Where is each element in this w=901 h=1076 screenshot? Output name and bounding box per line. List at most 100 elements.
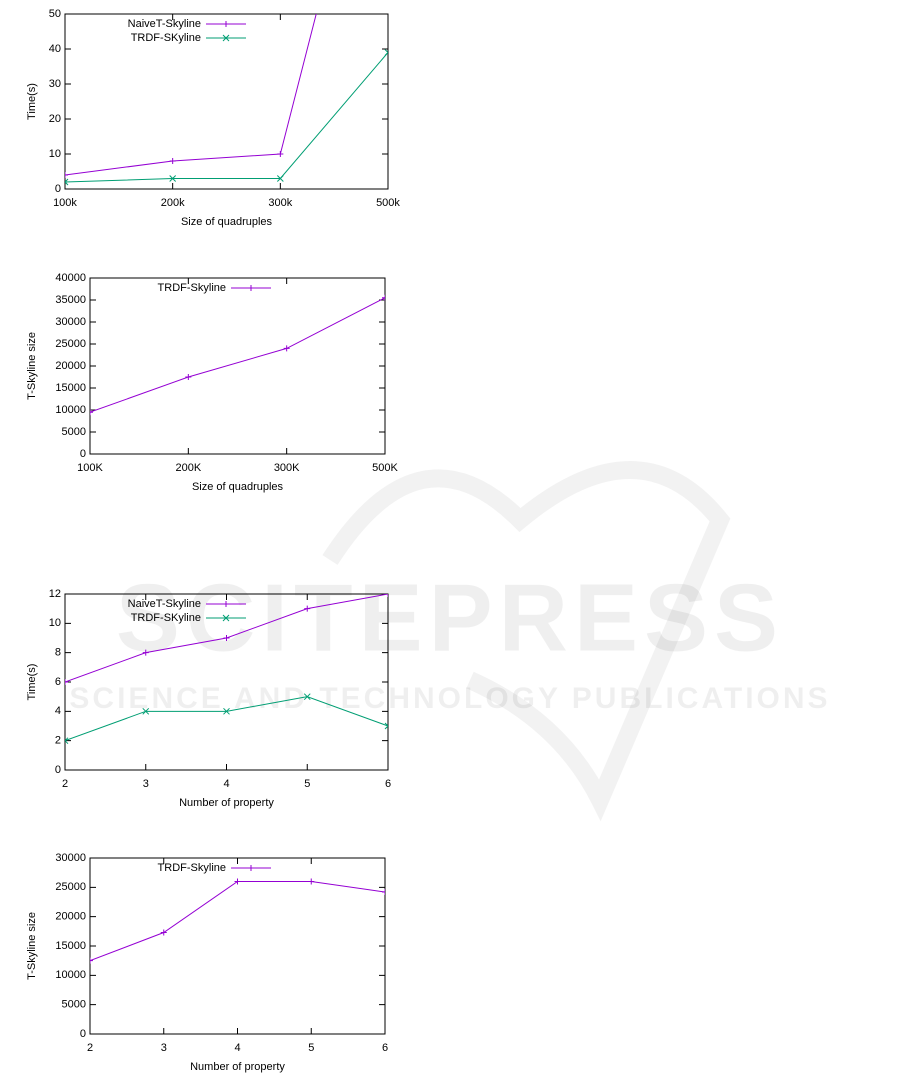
point-marker	[384, 722, 388, 730]
y-tick-label: 30000	[55, 852, 86, 864]
series-line	[90, 297, 385, 413]
x-axis-label: Number of property	[190, 1061, 285, 1073]
point-marker	[65, 737, 69, 745]
legend-label: TRDF-Skyline	[158, 282, 226, 294]
x-tick-label: 2	[87, 1042, 93, 1054]
legend-marker	[222, 34, 230, 42]
x-tick-label: 3	[143, 778, 149, 790]
y-tick-label: 10	[49, 148, 61, 160]
series-line	[65, 14, 317, 176]
x-tick-label: 500K	[372, 462, 398, 474]
point-marker	[169, 175, 177, 182]
x-tick-label: 5	[308, 1042, 314, 1054]
watermark: SCITEPRESS SCIENCE AND TECHNOLOGY PUBLIC…	[69, 461, 830, 822]
y-tick-label: 0	[55, 764, 61, 776]
x-tick-label: 300K	[274, 462, 300, 474]
point-marker	[223, 635, 230, 641]
legend-marker	[223, 601, 229, 607]
y-tick-label: 4	[55, 705, 61, 717]
point-marker	[277, 151, 284, 157]
point-marker	[382, 294, 385, 301]
plot-area	[90, 294, 385, 416]
y-tick-label: 20	[49, 113, 61, 125]
point-marker	[223, 707, 230, 715]
y-tick-label: 5000	[62, 426, 86, 438]
point-marker	[384, 49, 388, 56]
chart: 0 5000 10000 15000 20000 25000 30000 2 3 4 5 6 Numbe…	[26, 852, 388, 1073]
x-tick-label: 5	[304, 778, 310, 790]
x-axis-label: Size of quadruples	[192, 481, 284, 493]
x-tick-label: 100K	[77, 462, 103, 474]
legend-marker	[222, 614, 230, 622]
point-marker	[308, 878, 315, 885]
chart: 0 5000 10000 15000 20000 25000 30000 35000 40000…	[26, 272, 399, 493]
legend-label: NaiveT-Skyline	[128, 18, 201, 30]
legend-marker	[248, 865, 254, 871]
point-marker	[303, 693, 311, 701]
legend-label: TRDF-SKyline	[131, 612, 201, 624]
y-tick-label: 2	[55, 735, 61, 747]
x-tick-label: 200K	[175, 462, 201, 474]
x-tick-label: 3	[161, 1042, 167, 1054]
y-tick-label: 0	[80, 1028, 86, 1040]
y-tick-label: 50	[49, 8, 61, 20]
point-marker	[276, 175, 284, 182]
point-marker	[90, 409, 93, 416]
legend-marker	[248, 285, 254, 291]
x-tick-label: 500k	[376, 197, 400, 209]
y-tick-label: 0	[80, 448, 86, 460]
y-tick-label: 15000	[55, 382, 86, 394]
y-tick-label: 15000	[55, 940, 86, 952]
plot-frame	[89, 857, 386, 1035]
y-tick-label: 10000	[55, 969, 86, 981]
y-tick-label: 40000	[55, 272, 86, 284]
point-marker	[65, 679, 68, 685]
point-marker	[185, 374, 192, 380]
point-marker	[234, 878, 241, 885]
legend-label: TRDF-Skyline	[158, 862, 226, 874]
y-tick-label: 25000	[55, 881, 86, 893]
y-tick-label: 0	[55, 183, 61, 195]
point-marker	[304, 605, 311, 612]
legend-label: TRDF-SKyline	[131, 32, 201, 44]
watermark-logo	[322, 461, 731, 822]
point-marker	[90, 957, 93, 964]
series-line	[90, 880, 385, 962]
watermark-subtitle: SCIENCE AND TECHNOLOGY PUBLICATIONS	[69, 682, 830, 715]
y-tick-label: 25000	[55, 338, 86, 350]
plot-area	[65, 14, 388, 186]
point-marker	[283, 345, 290, 352]
x-tick-label: 6	[382, 1042, 388, 1054]
x-tick-label: 4	[234, 1042, 240, 1054]
x-tick-label: 100k	[53, 197, 77, 209]
point-marker	[169, 158, 176, 164]
y-tick-label: 5000	[62, 999, 86, 1011]
y-axis-label: T-Skyline size	[26, 912, 38, 980]
x-axis-label: Number of property	[179, 797, 274, 809]
y-tick-label: 8	[55, 647, 61, 659]
legend-label: NaiveT-Skyline	[128, 598, 201, 610]
x-tick-label: 200k	[161, 197, 185, 209]
x-tick-label: 300k	[268, 197, 292, 209]
point-marker	[65, 178, 69, 186]
plot-area	[65, 594, 388, 745]
y-axis-label: Time(s)	[26, 83, 38, 120]
point-marker	[142, 649, 149, 656]
chart: 0 10 20 30 40 50 100k 200k 300k 500k Size of quadr…	[26, 8, 401, 228]
y-tick-label: 40	[49, 43, 61, 55]
y-axis-label: T-Skyline size	[26, 332, 38, 400]
x-tick-label: 4	[223, 778, 229, 790]
y-tick-label: 20000	[55, 360, 86, 372]
series-line	[65, 52, 388, 183]
x-tick-label: 6	[385, 778, 391, 790]
y-tick-label: 10	[49, 617, 61, 629]
point-marker	[160, 929, 167, 936]
y-tick-label: 12	[49, 588, 61, 600]
y-tick-label: 20000	[55, 911, 86, 923]
legend-marker	[223, 21, 229, 27]
point-marker	[382, 889, 385, 896]
y-tick-label: 35000	[55, 294, 86, 306]
x-axis-label: Size of quadruples	[181, 216, 273, 228]
plot-area	[90, 878, 385, 964]
